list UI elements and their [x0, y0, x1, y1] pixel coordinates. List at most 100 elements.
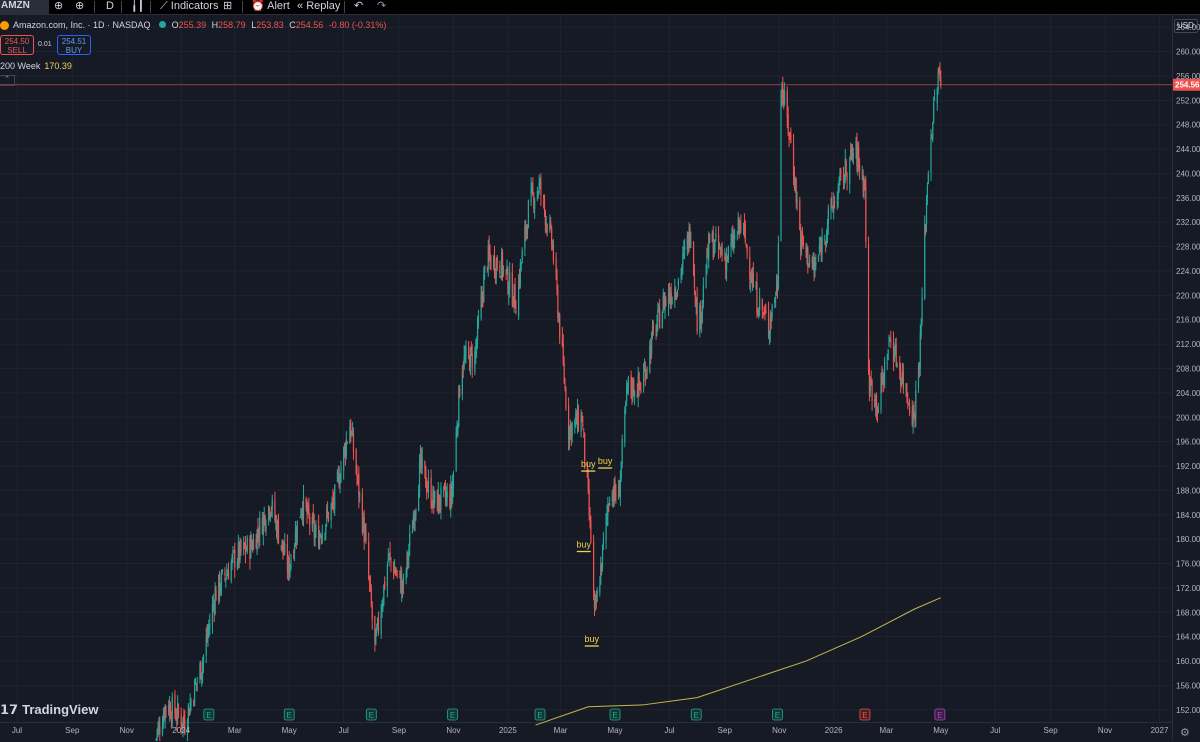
candle-body: [220, 573, 222, 592]
candle-body: [534, 200, 536, 210]
candle-body: [927, 174, 929, 184]
candle-body: [232, 550, 234, 553]
candle-body: [580, 414, 582, 432]
x-tick-label: Jul: [12, 726, 22, 735]
candle-body: [255, 538, 257, 549]
y-tick-label: 248.00: [1176, 121, 1200, 130]
candle-body: [644, 369, 646, 382]
candle-body: [252, 538, 255, 550]
candle-body: [406, 551, 408, 570]
indicators-button[interactable]: ⟋ Indicators: [160, 0, 218, 14]
candle-body: [690, 241, 692, 244]
candle-body: [288, 557, 290, 575]
candle-body: [640, 389, 642, 392]
candle-body: [559, 314, 561, 338]
candle-body: [370, 589, 372, 606]
y-tick-label: 216.00: [1176, 316, 1200, 325]
candle-body: [674, 288, 676, 301]
currency-select[interactable]: USD: [1174, 19, 1198, 33]
candle-body: [914, 415, 916, 420]
candle-body: [264, 516, 266, 529]
candle-body: [707, 248, 709, 258]
candle-body: [599, 585, 601, 593]
candle-body: [494, 271, 496, 276]
candle-body: [908, 406, 911, 414]
candle-body: [270, 510, 272, 512]
candle-body: [532, 186, 534, 194]
candle-body: [327, 512, 330, 522]
candle-body: [936, 88, 938, 104]
collapse-legend-icon[interactable]: ⌃: [0, 75, 15, 86]
candle-body: [742, 223, 745, 225]
candle-body: [874, 398, 876, 407]
toolbar-divider: [94, 1, 95, 13]
candle-body: [931, 135, 933, 138]
candle-body: [165, 706, 167, 708]
candle-body: [646, 368, 648, 370]
candle-body: [796, 201, 798, 204]
candle-body: [762, 313, 764, 315]
candle-body: [594, 600, 596, 606]
candle-body: [212, 603, 214, 605]
candle-body: [519, 262, 521, 286]
candle-body: [883, 377, 885, 384]
candle-body: [592, 541, 595, 591]
candle-body: [643, 367, 646, 372]
candle-body: [861, 171, 863, 174]
candle-body: [358, 473, 360, 498]
tradingview-logo[interactable]: 𝟭𝟳 TradingView: [0, 702, 98, 718]
candle-body: [694, 291, 696, 306]
replay-button[interactable]: « Replay: [297, 0, 340, 14]
candle-body: [261, 518, 264, 535]
candle-body: [330, 504, 332, 520]
candle-body: [465, 348, 467, 358]
earnings-marker: [283, 708, 295, 721]
candle-body: [799, 200, 801, 230]
candle-body: [377, 617, 380, 631]
candle-body: [390, 558, 392, 563]
alert-button[interactable]: ⏰ Alert: [251, 0, 290, 14]
candle-body: [476, 341, 478, 350]
undo-icon[interactable]: ↶: [354, 0, 364, 12]
candle-body: [624, 409, 626, 443]
candle-body: [615, 492, 617, 499]
add-symbol-icon[interactable]: ⊕: [75, 0, 85, 12]
candle-body: [611, 492, 613, 502]
candle-body: [524, 227, 526, 249]
candle-body: [900, 380, 903, 385]
candle-body: [169, 706, 172, 719]
candle-body: [543, 196, 545, 198]
settings-gear-icon[interactable]: ⚙: [1180, 727, 1190, 739]
candle-body: [812, 262, 814, 268]
candle-body: [721, 249, 723, 257]
sell-button[interactable]: 254.50 SELL: [0, 35, 34, 55]
indicator-legend[interactable]: 200 Week 170.39: [0, 61, 72, 71]
candle-body: [224, 571, 226, 577]
candle-body: [887, 349, 889, 361]
toolbar-divider: [150, 1, 151, 13]
redo-icon[interactable]: ↷: [377, 0, 387, 12]
ma-200-week-line: [535, 597, 942, 726]
tradingview-wordmark: TradingView: [22, 702, 99, 717]
candle-body: [221, 569, 223, 573]
layouts-icon[interactable]: ⊞: [223, 0, 233, 12]
candle-body: [720, 251, 722, 253]
candle-body: [876, 407, 879, 412]
candle-body: [896, 363, 898, 368]
earnings-marker: [203, 708, 215, 721]
interval-button[interactable]: D: [106, 0, 114, 12]
compare-icon[interactable]: ⊕: [54, 0, 64, 12]
candle-type-icon[interactable]: ╽┃: [131, 0, 145, 12]
symbol-search[interactable]: AMZN: [0, 0, 49, 14]
candle-body: [869, 379, 871, 392]
candle-body: [793, 174, 796, 188]
candle-body: [557, 290, 559, 319]
buy-button[interactable]: 254.51 BUY: [57, 35, 91, 55]
candle-body: [371, 606, 373, 620]
candle-body: [281, 539, 283, 547]
candle-body: [637, 375, 639, 397]
candle-body: [606, 512, 608, 516]
candle-body: [867, 243, 870, 370]
